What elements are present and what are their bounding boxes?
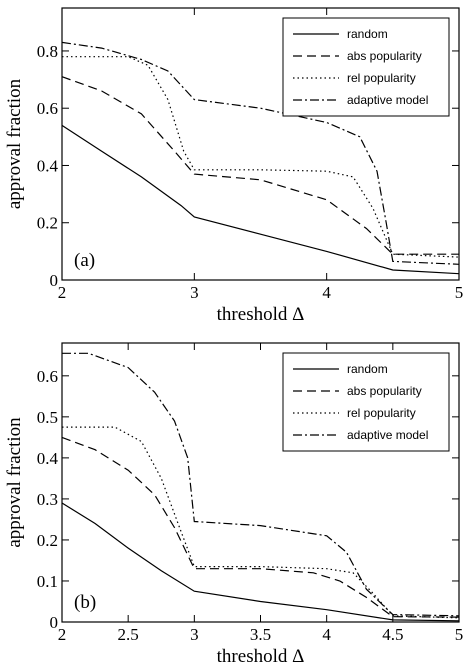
series-line-random — [61, 502, 460, 622]
x-tick-label: 4 — [322, 625, 331, 644]
y-tick-label: 0.6 — [37, 99, 58, 118]
x-tick-label: 2.5 — [118, 625, 139, 644]
y-tick-label: 0.1 — [37, 572, 58, 591]
x-tick-label: 5 — [455, 625, 464, 644]
series-line-adaptive-model — [61, 41, 460, 265]
x-tick-label: 2 — [58, 625, 67, 644]
y-tick-label: 0.5 — [37, 408, 58, 427]
legend-entry: adaptive model — [347, 428, 428, 442]
x-tick-label: 3 — [190, 283, 199, 302]
x-axis-label: threshold Δ — [217, 304, 305, 325]
series-line-adaptive-model — [62, 352, 460, 617]
y-tick-label: 0.2 — [37, 531, 58, 550]
y-tick-label: 0.3 — [37, 490, 58, 509]
x-tick-label: 3 — [190, 625, 199, 644]
y-tick-label: 0.2 — [37, 214, 58, 233]
legend-entry: rel popularity — [347, 406, 416, 420]
y-tick-label: 0.6 — [37, 367, 58, 386]
series-line-rel-popularity — [62, 426, 460, 619]
x-tick-label: 2 — [58, 283, 67, 302]
x-tick-label: 4.5 — [382, 625, 403, 644]
legend-entry: random — [347, 362, 388, 376]
panel-label: (b) — [74, 592, 96, 613]
panel-label: (a) — [74, 250, 95, 271]
y-axis-label: approval fraction — [4, 417, 25, 548]
legend-entry: rel popularity — [347, 71, 416, 85]
x-tick-label: 5 — [455, 283, 464, 302]
y-tick-label: 0 — [50, 613, 59, 632]
chart-panel-1: 2 3 4 5 0 0.2 0.4 0.6 0.8 threshold Δ approval fra… — [4, 7, 464, 325]
y-tick-label: 0.8 — [37, 42, 58, 61]
x-tick-label: 4 — [322, 283, 331, 302]
y-axis-label: approval fraction — [4, 78, 25, 209]
legend-entry: adaptive model — [347, 93, 428, 107]
y-tick-label: 0.4 — [37, 449, 59, 468]
legend-entry: random — [347, 27, 388, 41]
plot-frame — [61, 7, 460, 281]
legend-entry: abs popularity — [347, 49, 422, 63]
x-axis-label: threshold Δ — [217, 646, 305, 667]
y-tick-label: 0.4 — [37, 156, 59, 175]
x-tick-label: 3.5 — [250, 625, 271, 644]
legend: random abs popularity rel popularity adapti… — [282, 352, 450, 452]
chart-panel-2: 2 2.5 3 3.5 4 4.5 5 0 0.1 0.2 0.3 0.4 0.5 0.6 threshol… — [4, 342, 464, 667]
series-line-random — [61, 124, 460, 275]
series-line-abs-popularity — [61, 436, 460, 618]
legend: random abs popularity rel popularity adapti… — [282, 17, 450, 117]
legend-entry: abs popularity — [347, 384, 422, 398]
y-tick-label: 0 — [50, 271, 59, 290]
series-line-abs-popularity — [61, 76, 459, 255]
